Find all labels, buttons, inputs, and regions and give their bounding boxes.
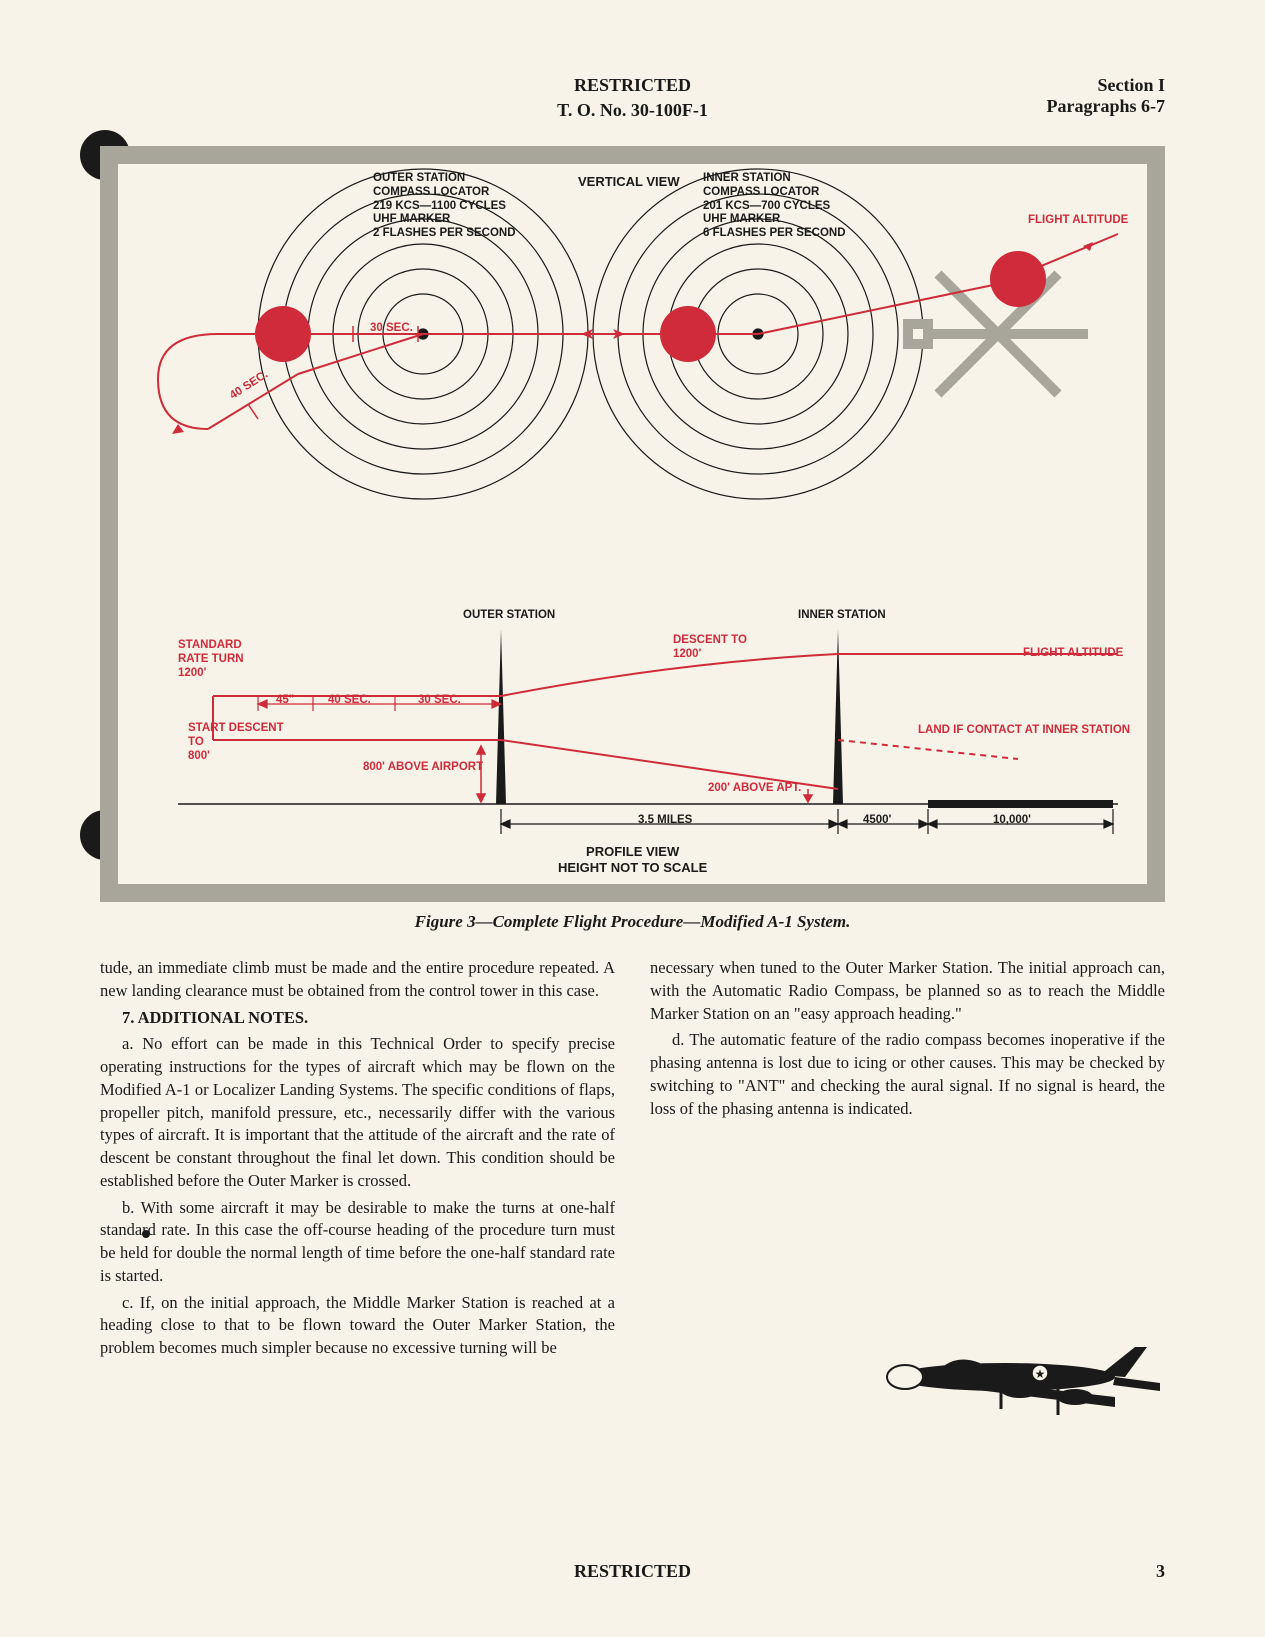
svg-text:★: ★ [1035, 1367, 1046, 1381]
d35: 3.5 MILES [638, 814, 692, 828]
body-columns: tude, an immediate climb must be made an… [100, 957, 1165, 1427]
p-7c-cont: necessary when tuned to the Outer Marker… [650, 957, 1165, 1025]
p-7a: a. No effort can be made in this Technic… [100, 1033, 615, 1192]
flight-altitude-profile: FLIGHT ALTITUDE [1023, 647, 1123, 661]
p-7c: c. If, on the initial approach, the Midd… [100, 1292, 615, 1360]
column-right: necessary when tuned to the Outer Marker… [650, 957, 1165, 1427]
descent-1200: DESCENT TO 1200' [673, 634, 747, 662]
figure-svg [118, 164, 1147, 884]
vertical-view-title: VERTICAL VIEW [578, 174, 680, 190]
subhead-7: 7. ADDITIONAL NOTES. [100, 1007, 615, 1030]
p-7b: b. With some aircraft it may be desirabl… [100, 1197, 615, 1288]
page: RESTRICTED T. O. No. 30-100F-1 Section I… [0, 0, 1265, 1637]
outer-station-only: OUTER STATION [463, 609, 555, 623]
header-to-number: T. O. No. 30-100F-1 [100, 100, 1165, 121]
aircraft-icon: ★ [865, 1297, 1165, 1427]
profile-view-title: PROFILE VIEW HEIGHT NOT TO SCALE [558, 844, 707, 875]
page-number: 3 [1156, 1561, 1165, 1582]
footer-restricted: RESTRICTED [0, 1561, 1265, 1582]
inner-station-only: INNER STATION [798, 609, 886, 623]
flight-altitude-label: FLIGHT ALTITUDE [1028, 214, 1128, 228]
t40: 40 SEC. [328, 694, 371, 708]
header-section: Section I [1047, 75, 1166, 96]
figure-caption: Figure 3—Complete Flight Procedure—Modif… [100, 912, 1165, 932]
p-7d: d. The automatic feature of the radio co… [650, 1029, 1165, 1120]
land-if-contact: LAND IF CONTACT AT INNER STATION [918, 724, 1130, 738]
p-continuation: tude, an immediate climb must be made an… [100, 957, 615, 1003]
standard-rate-turn: STANDARD RATE TURN 1200' [178, 639, 244, 680]
header-restricted: RESTRICTED [100, 75, 1165, 96]
column-left: tude, an immediate climb must be made an… [100, 957, 615, 1427]
above-airport-800: 800' ABOVE AIRPORT [363, 761, 483, 775]
outer-station-label: OUTER STATION COMPASS LOCATOR 219 KCS—11… [373, 172, 516, 241]
d4500: 4500' [863, 814, 891, 828]
t45: 45" [276, 694, 294, 708]
inner-station-label: INNER STATION COMPASS LOCATOR 201 KCS—70… [703, 172, 846, 241]
figure-3: VERTICAL VIEW OUTER STATION COMPASS LOCA… [100, 146, 1165, 902]
header-section-block: Section I Paragraphs 6-7 [1047, 75, 1166, 117]
start-descent-800: START DESCENT TO 800' [188, 722, 284, 763]
d10000: 10,000' [993, 814, 1031, 828]
thirty-sec-label: 30 SEC. [370, 322, 413, 336]
t30: 30 SEC. [418, 694, 461, 708]
header-paragraphs: Paragraphs 6-7 [1047, 96, 1166, 117]
above-apt-200: 200' ABOVE APT. [708, 782, 801, 796]
dot-icon [142, 1230, 150, 1238]
